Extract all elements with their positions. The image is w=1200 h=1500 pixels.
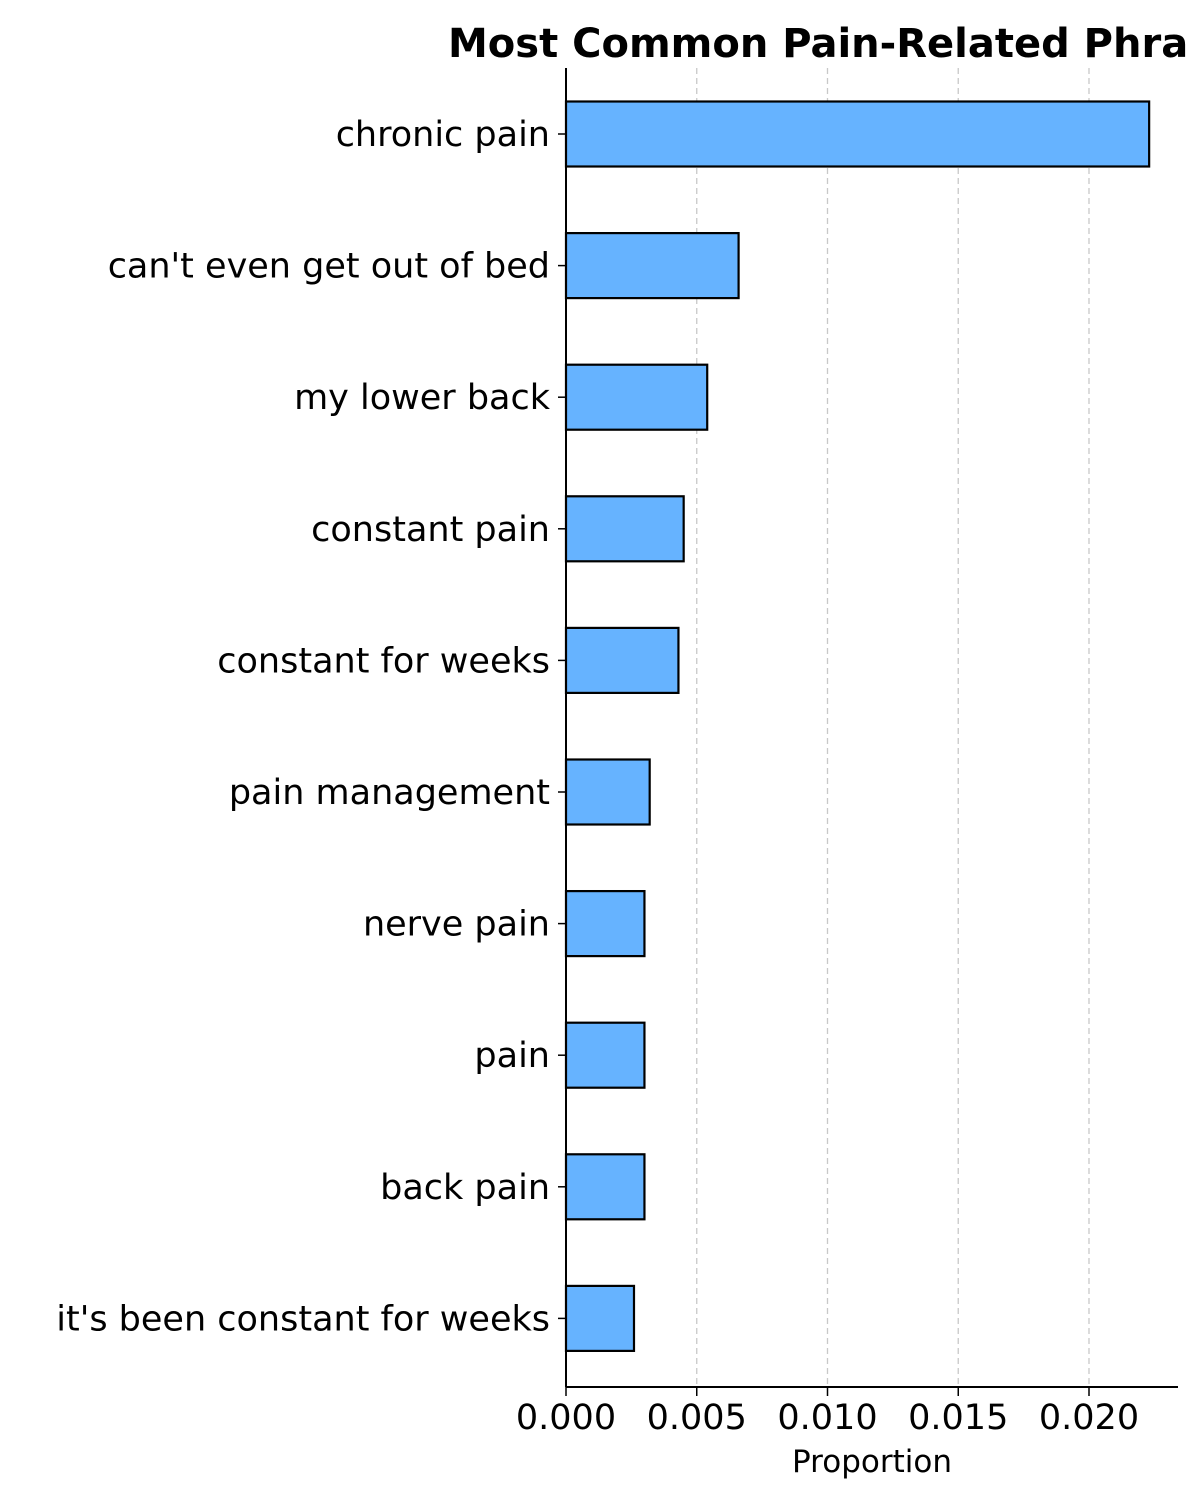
chart-title: Most Common Pain-Related Phra bbox=[448, 21, 1188, 67]
x-axis-label: Proportion bbox=[792, 1444, 952, 1480]
x-tick-label: 0.005 bbox=[647, 1398, 747, 1438]
bar bbox=[564, 1153, 646, 1221]
x-tick-label: 0.020 bbox=[1039, 1398, 1139, 1438]
x-tick-label: 0.010 bbox=[777, 1398, 877, 1438]
bar bbox=[564, 495, 685, 563]
bars-layer bbox=[564, 100, 1151, 1353]
axes-layer bbox=[565, 68, 1178, 1388]
category-labels: chronic pain can't even get out of bed my … bbox=[56, 115, 566, 1339]
category-label: pain management bbox=[229, 773, 550, 813]
x-tick-label: 0.015 bbox=[908, 1398, 1008, 1438]
bar bbox=[564, 232, 740, 300]
x-ticks: 0.000 0.005 0.010 0.015 0.020 bbox=[516, 1387, 1139, 1438]
bar bbox=[564, 363, 709, 431]
bar bbox=[564, 1284, 636, 1353]
bar bbox=[564, 1021, 646, 1089]
grid-layer bbox=[696, 68, 1090, 1387]
category-label: my lower back bbox=[294, 378, 551, 418]
bar bbox=[564, 626, 680, 695]
category-label: nerve pain bbox=[363, 905, 550, 945]
category-label: constant pain bbox=[311, 510, 550, 550]
bar bbox=[564, 758, 651, 826]
category-label: back pain bbox=[380, 1168, 550, 1208]
category-label: constant for weeks bbox=[217, 641, 550, 681]
bar bbox=[564, 100, 1151, 168]
x-tick-label: 0.000 bbox=[516, 1398, 616, 1438]
category-label: it's been constant for weeks bbox=[56, 1299, 550, 1339]
category-label: pain bbox=[474, 1036, 550, 1076]
bar bbox=[564, 889, 646, 958]
category-label: can't even get out of bed bbox=[108, 247, 550, 287]
category-label: chronic pain bbox=[336, 115, 550, 155]
